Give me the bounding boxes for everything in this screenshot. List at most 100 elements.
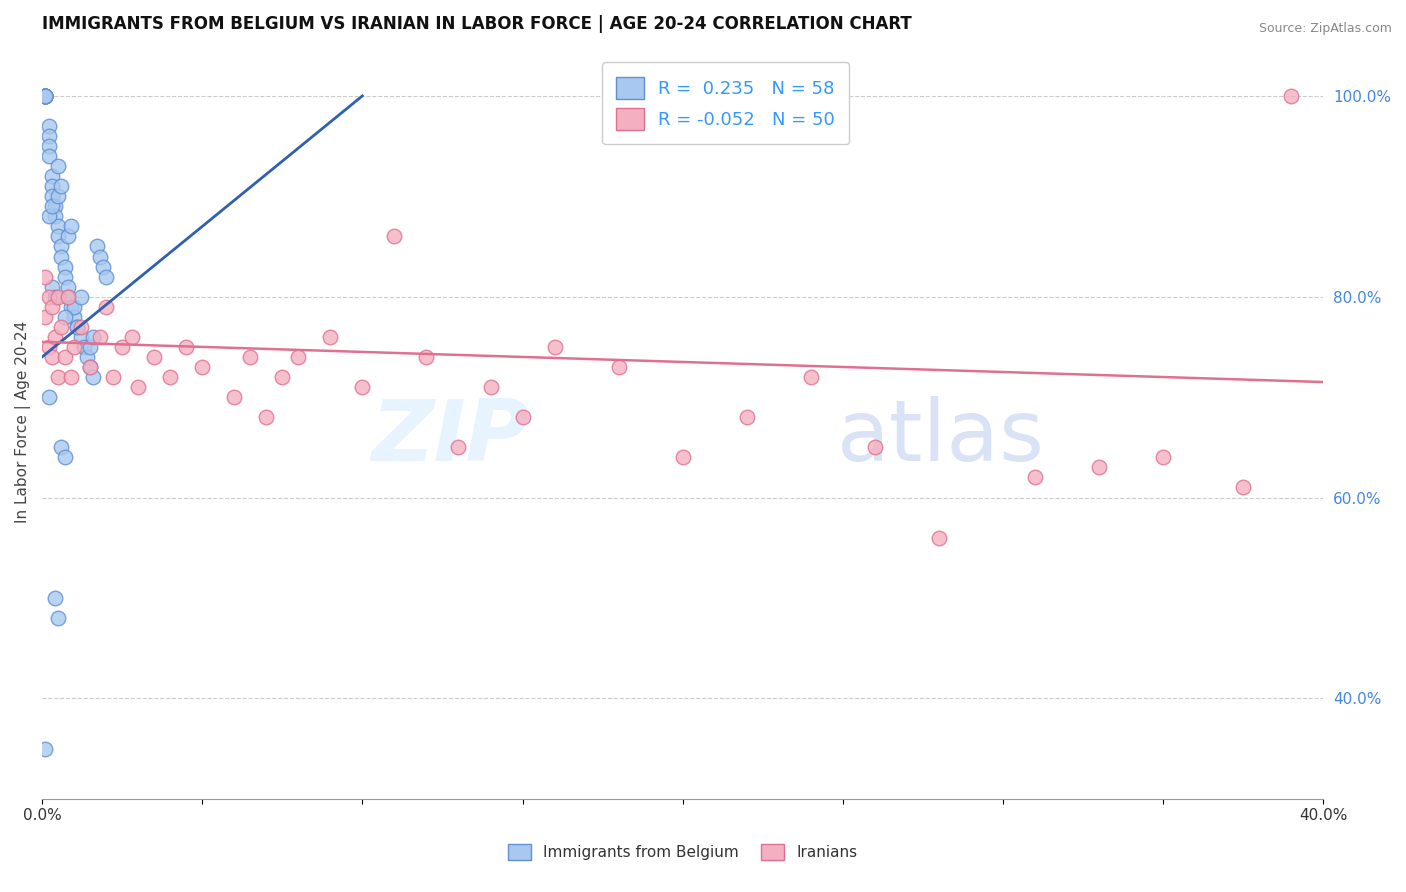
Point — [159, 370, 181, 384]
Point — [86, 239, 108, 253]
Point — [82, 330, 104, 344]
Point — [56, 229, 79, 244]
Point — [44, 290, 66, 304]
Point — [1279, 88, 1302, 103]
Point — [59, 370, 82, 384]
Point — [79, 340, 101, 354]
Point — [239, 350, 262, 364]
Point — [41, 279, 63, 293]
Point — [38, 129, 60, 144]
Point — [224, 390, 246, 404]
Point — [44, 210, 66, 224]
Point — [79, 359, 101, 374]
Point — [191, 359, 214, 374]
Point — [38, 290, 60, 304]
Point — [46, 290, 69, 304]
Point — [38, 210, 60, 224]
Point — [38, 119, 60, 133]
Point — [271, 370, 294, 384]
Point — [69, 290, 91, 304]
Point — [543, 340, 565, 354]
Point — [34, 88, 56, 103]
Point — [69, 319, 91, 334]
Text: Source: ZipAtlas.com: Source: ZipAtlas.com — [1258, 22, 1392, 36]
Point — [34, 741, 56, 756]
Point — [63, 340, 86, 354]
Point — [69, 330, 91, 344]
Point — [34, 269, 56, 284]
Point — [46, 219, 69, 234]
Point — [66, 319, 89, 334]
Point — [59, 300, 82, 314]
Point — [41, 189, 63, 203]
Point — [41, 179, 63, 194]
Point — [38, 139, 60, 153]
Point — [53, 450, 76, 465]
Point — [44, 199, 66, 213]
Point — [89, 250, 111, 264]
Point — [91, 260, 114, 274]
Point — [287, 350, 309, 364]
Point — [66, 319, 89, 334]
Point — [63, 310, 86, 324]
Point — [512, 410, 534, 425]
Legend: R =  0.235   N = 58, R = -0.052   N = 50: R = 0.235 N = 58, R = -0.052 N = 50 — [602, 62, 849, 145]
Point — [34, 88, 56, 103]
Point — [41, 300, 63, 314]
Point — [79, 359, 101, 374]
Point — [672, 450, 695, 465]
Point — [34, 88, 56, 103]
Y-axis label: In Labor Force | Age 20-24: In Labor Force | Age 20-24 — [15, 321, 31, 524]
Point — [51, 319, 73, 334]
Point — [607, 359, 630, 374]
Point — [53, 350, 76, 364]
Point — [34, 88, 56, 103]
Point — [352, 380, 374, 394]
Point — [127, 380, 149, 394]
Point — [51, 440, 73, 454]
Point — [111, 340, 134, 354]
Point — [76, 350, 98, 364]
Point — [56, 279, 79, 293]
Point — [56, 290, 79, 304]
Point — [59, 219, 82, 234]
Point — [415, 350, 437, 364]
Point — [800, 370, 823, 384]
Point — [174, 340, 197, 354]
Text: atlas: atlas — [837, 396, 1045, 479]
Point — [82, 370, 104, 384]
Point — [254, 410, 277, 425]
Point — [44, 330, 66, 344]
Point — [34, 88, 56, 103]
Point — [51, 179, 73, 194]
Point — [53, 260, 76, 274]
Point — [41, 169, 63, 184]
Point — [34, 88, 56, 103]
Point — [928, 531, 950, 545]
Point — [1088, 460, 1111, 475]
Point — [53, 310, 76, 324]
Point — [44, 591, 66, 605]
Point — [34, 88, 56, 103]
Point — [96, 269, 118, 284]
Point — [46, 370, 69, 384]
Point — [46, 189, 69, 203]
Point — [863, 440, 886, 454]
Point — [73, 340, 96, 354]
Point — [143, 350, 166, 364]
Point — [319, 330, 342, 344]
Point — [101, 370, 124, 384]
Point — [1232, 481, 1254, 495]
Text: ZIP: ZIP — [371, 396, 529, 479]
Point — [121, 330, 143, 344]
Point — [735, 410, 758, 425]
Point — [89, 330, 111, 344]
Point — [46, 229, 69, 244]
Point — [51, 250, 73, 264]
Point — [38, 390, 60, 404]
Point — [38, 149, 60, 163]
Point — [56, 290, 79, 304]
Point — [41, 199, 63, 213]
Point — [34, 310, 56, 324]
Text: IMMIGRANTS FROM BELGIUM VS IRANIAN IN LABOR FORCE | AGE 20-24 CORRELATION CHART: IMMIGRANTS FROM BELGIUM VS IRANIAN IN LA… — [42, 15, 912, 33]
